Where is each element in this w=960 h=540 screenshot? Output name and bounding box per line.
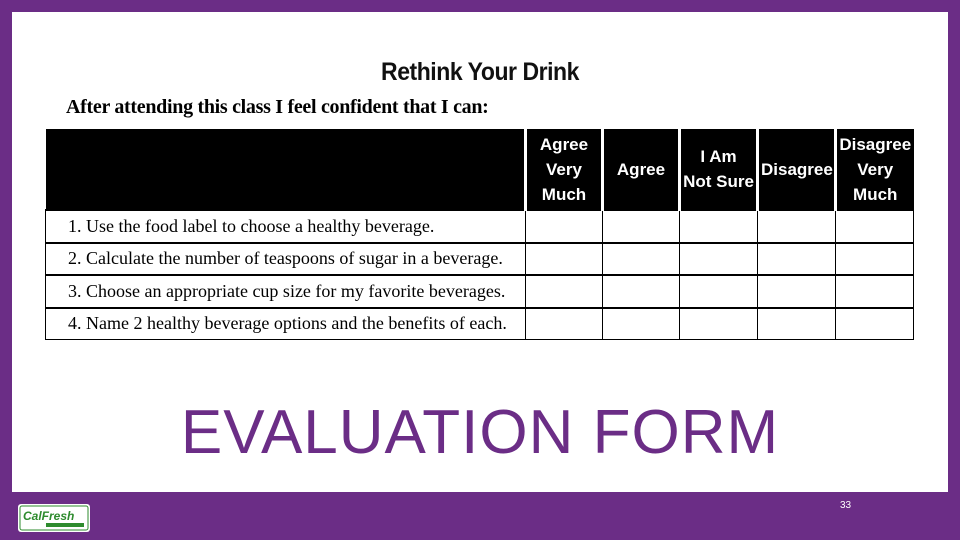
table-row: 1. Use the food label to choose a health… — [45, 209, 914, 243]
response-cell[interactable] — [835, 306, 914, 340]
statement-cell: 4. Name 2 healthy beverage options and t… — [45, 306, 526, 340]
response-cell[interactable] — [679, 306, 758, 340]
response-cell[interactable] — [602, 209, 680, 243]
column-header-agree-very-much: Agree Very Much — [524, 129, 603, 210]
statement-cell: 2. Calculate the number of teaspoons of … — [45, 241, 526, 276]
response-cell[interactable] — [525, 241, 603, 276]
column-header-disagree-very-much: Disagree Very Much — [834, 129, 914, 210]
response-cell[interactable] — [525, 209, 603, 243]
calfresh-logo-icon: CalFresh — [18, 504, 90, 532]
slide: Rethink Your Drink After attending this … — [12, 12, 948, 492]
response-cell[interactable] — [602, 241, 680, 276]
response-cell[interactable] — [757, 241, 836, 276]
response-cell[interactable] — [835, 241, 914, 276]
table-row: 2. Calculate the number of teaspoons of … — [45, 241, 914, 276]
page-number: 33 — [840, 500, 852, 511]
response-cell[interactable] — [602, 306, 680, 340]
response-cell[interactable] — [525, 306, 603, 340]
response-cell[interactable] — [757, 209, 836, 243]
response-cell[interactable] — [835, 209, 914, 243]
form-subtitle: After attending this class I feel confid… — [66, 96, 489, 118]
response-cell[interactable] — [679, 241, 758, 276]
response-cell[interactable] — [757, 306, 836, 340]
form-title: Rethink Your Drink — [381, 58, 579, 86]
evaluation-table: Agree Very Much Agree I Am Not Sure Disa… — [45, 129, 914, 340]
table-header-row: Agree Very Much Agree I Am Not Sure Disa… — [45, 129, 914, 210]
table-row: 3. Choose an appropriate cup size for my… — [45, 274, 914, 308]
response-cell[interactable] — [602, 274, 680, 308]
logo-text: CalFresh — [23, 509, 74, 523]
column-header-not-sure: I Am Not Sure — [678, 129, 758, 210]
table-row: 4. Name 2 healthy beverage options and t… — [45, 306, 914, 340]
response-cell[interactable] — [525, 274, 603, 308]
column-header-disagree: Disagree — [756, 129, 836, 210]
response-cell[interactable] — [757, 274, 836, 308]
response-cell[interactable] — [679, 274, 758, 308]
column-header-agree: Agree — [601, 129, 680, 210]
slide-heading: EVALUATION FORM — [180, 398, 780, 467]
response-cell[interactable] — [679, 209, 758, 243]
statement-cell: 3. Choose an appropriate cup size for my… — [45, 274, 526, 308]
statement-cell: 1. Use the food label to choose a health… — [45, 209, 526, 243]
header-blank-cell — [45, 129, 526, 210]
response-cell[interactable] — [835, 274, 914, 308]
